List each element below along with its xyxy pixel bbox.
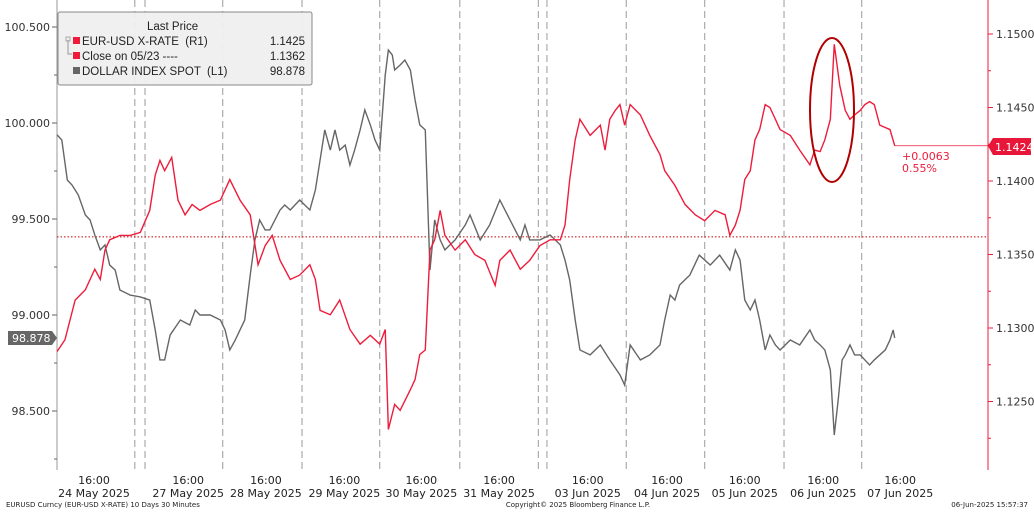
left-axis-tick-label: 100.000 — [5, 117, 51, 130]
left-axis-tick-label: 99.000 — [12, 309, 51, 322]
x-tick-time: 16:00 — [483, 474, 515, 487]
x-tick-time: 16:00 — [572, 474, 604, 487]
dollar-index-series — [56, 48, 896, 436]
x-tick-date: 06 Jun 2025 — [790, 487, 856, 500]
x-tick-time: 16:00 — [329, 474, 361, 487]
x-tick-date: 31 May 2025 — [463, 487, 535, 500]
left-axis-ticks: 100.500 100.000 99.500 99.000 98.500 — [5, 21, 57, 460]
right-axis-tick-label: 1.1500 — [996, 28, 1034, 41]
x-tick-time: 16:00 — [405, 474, 437, 487]
x-tick-time: 16:00 — [250, 474, 282, 487]
legend-value-close: 1.1362 — [270, 51, 305, 63]
x-tick-date: 04 Jun 2025 — [634, 487, 700, 500]
change-label: +0.0063 — [902, 150, 950, 163]
legend-name-close: Close on 05/23 ---- — [82, 51, 178, 63]
dxy-last-value: 98.878 — [12, 332, 51, 345]
right-axis-tick-label: 1.1450 — [996, 102, 1034, 115]
legend-name-dxy: DOLLAR INDEX SPOT (L1) — [82, 66, 228, 78]
legend-value-eurusd: 1.1425 — [270, 36, 305, 48]
x-tick-time: 16:00 — [884, 474, 916, 487]
left-axis-tick-label: 99.500 — [12, 213, 51, 226]
eurusd-series — [56, 44, 896, 430]
footer-copyright: Copyright© 2025 Bloomberg Finance L.P. — [506, 501, 650, 509]
x-tick-date: 07 Jun 2025 — [867, 487, 933, 500]
x-tick-time: 16:00 — [651, 474, 683, 487]
legend-swatch-eurusd — [73, 37, 80, 44]
change-pct-label: 0.55% — [902, 162, 937, 175]
legend-title: Last Price — [147, 21, 198, 33]
legend-value-dxy: 98.878 — [270, 66, 305, 78]
spike-annotation-ellipse — [809, 37, 855, 183]
x-tick-date: 28 May 2025 — [230, 487, 302, 500]
footer-timestamp: 06-Jun-2025 15:57:37 — [951, 501, 1028, 509]
x-tick-time: 16:00 — [807, 474, 839, 487]
x-tick-time: 16:00 — [172, 474, 204, 487]
x-tick-date: 27 May 2025 — [152, 487, 224, 500]
legend-name-eurusd: EUR-USD X-RATE (R1) — [82, 36, 208, 48]
footer-security: EURUSD Curncy (EUR-USD X-RATE) 10 Days 3… — [6, 501, 200, 509]
x-tick-date: 24 May 2025 — [58, 487, 130, 500]
eurusd-last-value-badge: 1.1424 — [988, 138, 1034, 155]
legend-swatch-close — [73, 52, 80, 59]
legend-swatch-dxy — [73, 67, 80, 74]
x-tick-time: 16:00 — [78, 474, 110, 487]
eurusd-last-value: 1.1424 — [995, 141, 1034, 154]
right-axis-tick-label: 1.1350 — [996, 249, 1034, 262]
x-tick-time: 16:00 — [729, 474, 761, 487]
left-axis-tick-label: 98.500 — [12, 405, 51, 418]
x-tick-date: 30 May 2025 — [385, 487, 457, 500]
legend: Last Price EUR-USD X-RATE (R1) 1.1425 Cl… — [57, 11, 313, 86]
dxy-last-value-badge: 98.878 — [8, 331, 57, 345]
left-axis-tick-label: 100.500 — [5, 21, 51, 34]
x-tick-date: 29 May 2025 — [309, 487, 381, 500]
x-tick-date: 03 Jun 2025 — [555, 487, 621, 500]
right-axis-tick-label: 1.1300 — [996, 322, 1034, 335]
right-axis-tick-label: 1.1400 — [996, 175, 1034, 188]
right-axis-ticks: 1.1500 1.1450 1.1400 1.1350 1.1300 1.1250 — [988, 28, 1034, 439]
x-tick-date: 05 Jun 2025 — [712, 487, 778, 500]
legend-tree-icon — [67, 40, 72, 55]
right-axis-tick-label: 1.1250 — [996, 396, 1034, 409]
